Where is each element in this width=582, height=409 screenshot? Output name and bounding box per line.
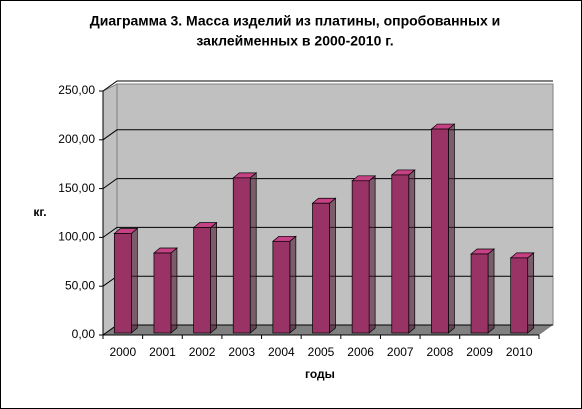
bar-front [431,128,449,334]
chart-title: Диаграмма 3. Масса изделий из платины, о… [90,13,501,29]
y-tick-label: 0,00 [72,327,96,341]
bar-front [113,233,132,334]
bar-side [289,235,297,334]
y-tick-label: 250,00 [58,83,95,97]
bar [113,227,139,334]
bar [509,252,535,334]
y-tick-label: 200,00 [58,132,95,146]
x-tick-label: 2008 [427,345,454,359]
bar [271,235,297,334]
grid-line [102,129,553,141]
x-tick-label: 2009 [466,345,493,359]
y-tick-label: 50,00 [65,278,95,292]
x-tick-label: 2002 [189,345,216,359]
bar-side [368,175,376,334]
x-tick-label: 2006 [347,345,374,359]
bar-front [193,227,211,334]
bar [232,172,258,334]
bar [430,123,456,334]
x-tick-label: 2007 [387,345,414,359]
bar [351,175,377,334]
bar [152,247,178,334]
bar-front [272,240,291,334]
bar-front [510,257,529,334]
x-tick-label: 2000 [109,345,136,359]
y-tick-label: 100,00 [58,230,95,244]
bar-front [351,180,370,334]
bar-front [232,177,251,334]
x-tick-label: 2004 [268,345,295,359]
bar [470,248,496,334]
x-tick-label: 2003 [228,345,255,359]
bar [390,169,416,334]
bar-side [210,221,217,334]
bar-side [170,247,178,334]
bar-front [391,174,410,334]
bar [311,197,337,334]
bar [192,221,218,334]
bar-side [249,172,257,334]
bar-side [527,252,535,334]
bar-side [408,169,416,334]
x-tick-label: 2010 [506,345,533,359]
bar-front [153,252,172,334]
bar-side [329,197,336,334]
grid-line [102,80,553,92]
x-axis-label: годы [305,367,335,381]
bar-front [470,253,489,334]
y-tick-label: 150,00 [58,181,95,195]
y-axis-label: кг. [33,205,46,219]
bar-side [130,227,138,334]
bar-side [487,248,495,334]
bar-front [312,202,330,334]
x-tick-label: 2005 [308,345,335,359]
bar-side [448,123,455,334]
chart-title: заклейменных в 2000-2010 г. [196,33,393,49]
x-tick-label: 2001 [149,345,176,359]
